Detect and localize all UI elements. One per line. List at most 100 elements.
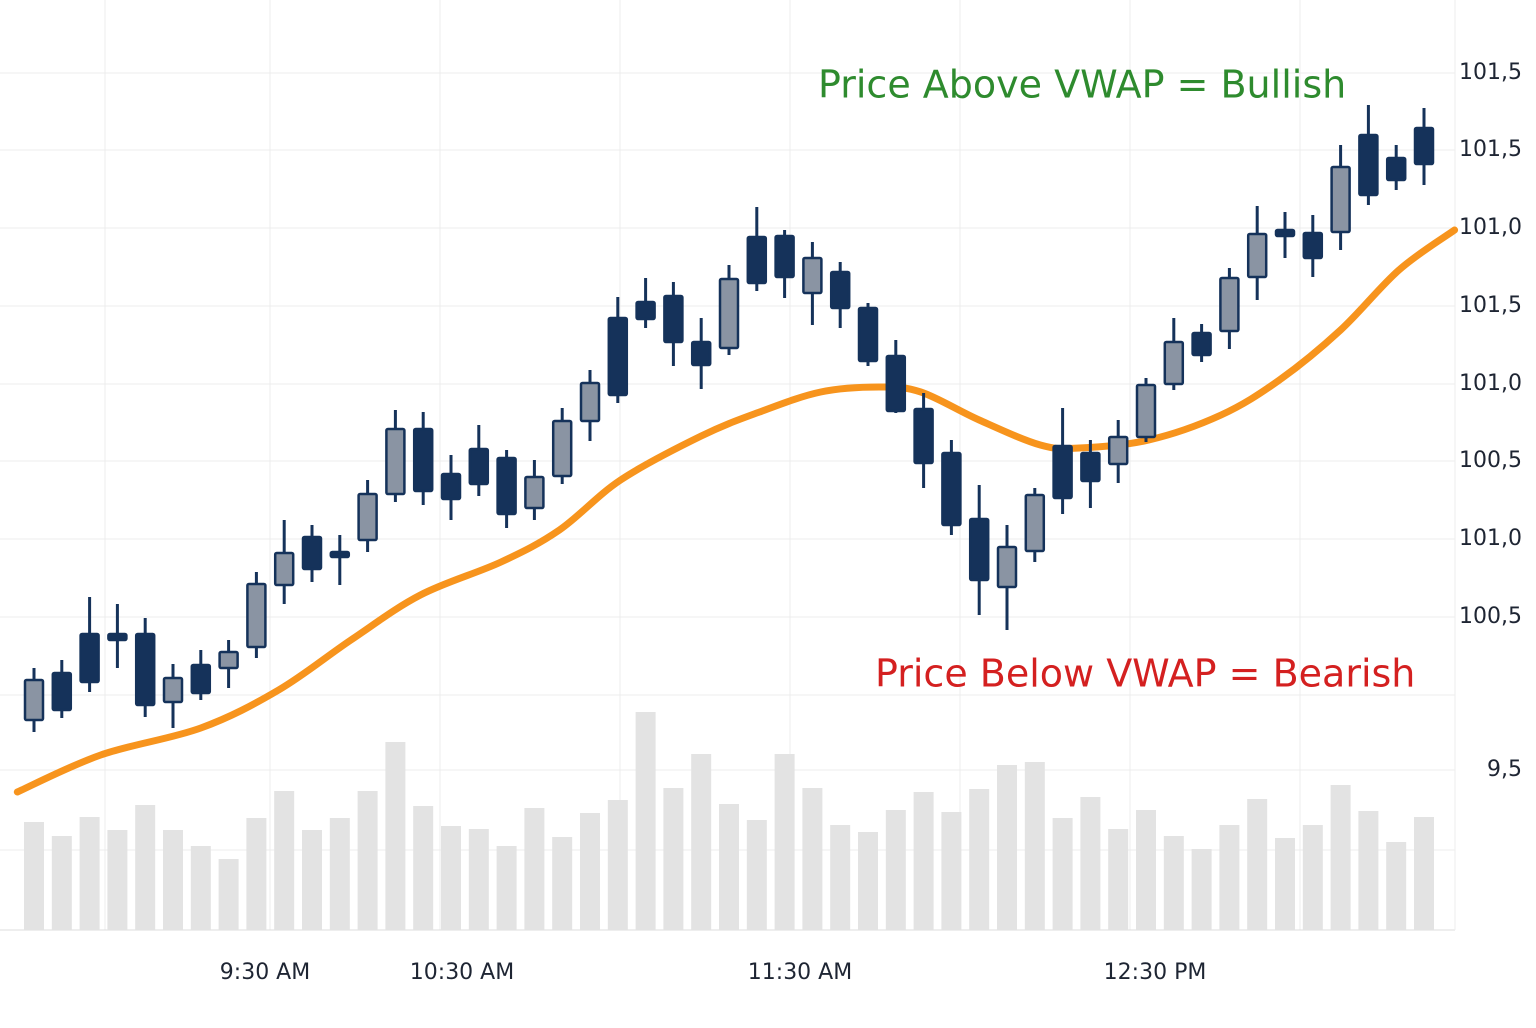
candle-body <box>663 294 684 344</box>
volume-bar <box>997 765 1017 930</box>
volume-bar <box>1358 811 1379 930</box>
vwap-line <box>13 226 1459 796</box>
volume-bar <box>51 836 72 930</box>
volume-bar <box>858 832 878 930</box>
volume-bar <box>190 846 211 930</box>
volume-bar <box>413 806 434 930</box>
candle-body <box>246 582 267 649</box>
volume-bar <box>135 805 156 930</box>
volume-bar <box>1163 836 1184 930</box>
annotation: Price Below VWAP = Bearish <box>875 652 1415 696</box>
annotation: Price Above VWAP = Bullish <box>818 63 1346 107</box>
candles <box>23 105 1435 732</box>
volume-bar <box>941 812 962 930</box>
volume-bar <box>746 820 767 930</box>
volume-bar <box>580 813 600 930</box>
candle-body <box>107 632 128 642</box>
volume-bars <box>24 712 1434 930</box>
candle-body <box>1330 165 1351 234</box>
candle-body <box>1358 133 1379 197</box>
candle-body <box>913 407 934 465</box>
candle-body <box>802 256 823 295</box>
vwap-line <box>13 226 1459 796</box>
volume-bar <box>663 788 684 930</box>
candle-body <box>1219 276 1240 333</box>
candle-body <box>885 354 907 413</box>
volume-bar <box>79 817 100 930</box>
candle-body <box>357 492 378 542</box>
candle-body <box>301 535 323 571</box>
x-axis-label: 9:30 AM <box>220 960 310 985</box>
volume-bar <box>552 837 573 930</box>
y-axis-label: 100,5 <box>1459 604 1522 629</box>
candle-body <box>579 381 601 423</box>
labels: 101,5 101,5 101,0 101,5 101,0 100,5 101,0 100,5… <box>220 60 1522 985</box>
candle-body <box>1107 435 1129 466</box>
candle-body <box>51 671 73 712</box>
candle-body <box>829 270 851 310</box>
candle-body <box>329 550 351 559</box>
volume-bar <box>607 800 628 930</box>
x-axis-label: 11:30 AM <box>748 960 852 985</box>
candle-body <box>941 451 962 527</box>
volume-bar <box>524 808 545 930</box>
candle-body <box>1135 383 1157 439</box>
volume-bar <box>107 830 128 930</box>
candle-body <box>1163 340 1185 386</box>
volume-bar <box>302 830 322 930</box>
volume-bar <box>830 825 851 930</box>
volume-bar <box>1191 849 1212 930</box>
volume-bar <box>969 789 990 930</box>
candle-body <box>1246 232 1268 279</box>
volume-bar <box>1247 799 1268 930</box>
volume-bar <box>329 818 350 930</box>
volume-bar <box>1136 810 1156 930</box>
volume-bar <box>913 792 934 930</box>
x-axis-label: 12:30 PM <box>1104 960 1207 985</box>
volume-bar <box>468 829 489 930</box>
candle-body <box>996 545 1018 589</box>
volume-bar <box>385 742 406 930</box>
candle-body <box>635 300 656 321</box>
candle-body <box>551 419 573 478</box>
volume-bar <box>1330 785 1351 930</box>
candle-body <box>746 235 768 285</box>
volume-bar <box>496 846 517 930</box>
y-axis-label: 101,0 <box>1459 215 1522 240</box>
volume-bar <box>691 754 712 930</box>
y-axis-label: 9,5 <box>1487 757 1522 782</box>
y-axis-label: 101,5 <box>1459 137 1522 162</box>
volume-bar <box>274 791 295 930</box>
volume-bar <box>774 754 795 930</box>
volume-bar <box>441 826 461 930</box>
volume-bar <box>357 791 378 930</box>
candle-body <box>162 676 184 704</box>
candle-body <box>524 475 545 510</box>
volume-bar <box>163 830 183 930</box>
candle-body <box>774 234 795 279</box>
volume-bar <box>1302 825 1323 930</box>
volume-bar <box>719 804 739 930</box>
volume-bar <box>802 788 823 930</box>
candle-body <box>496 456 517 516</box>
volume-bar <box>1108 829 1129 930</box>
volume-bar <box>1219 825 1240 930</box>
candle-body <box>79 632 100 684</box>
volume-bar <box>1080 797 1101 930</box>
volume-bar <box>1024 762 1045 930</box>
candle-body <box>1191 331 1212 357</box>
candle-body <box>690 340 712 367</box>
candle-body <box>1274 228 1296 238</box>
candle-body <box>1413 126 1435 166</box>
candle-body <box>1302 231 1324 260</box>
volume-bar <box>635 712 656 930</box>
candle-body <box>857 306 879 363</box>
volume-bar <box>885 810 906 930</box>
volume-bar <box>246 818 267 930</box>
volume-bar <box>1275 838 1295 930</box>
candle-body <box>273 551 295 587</box>
candle-body <box>1385 156 1407 182</box>
volume-bar <box>1414 817 1434 930</box>
